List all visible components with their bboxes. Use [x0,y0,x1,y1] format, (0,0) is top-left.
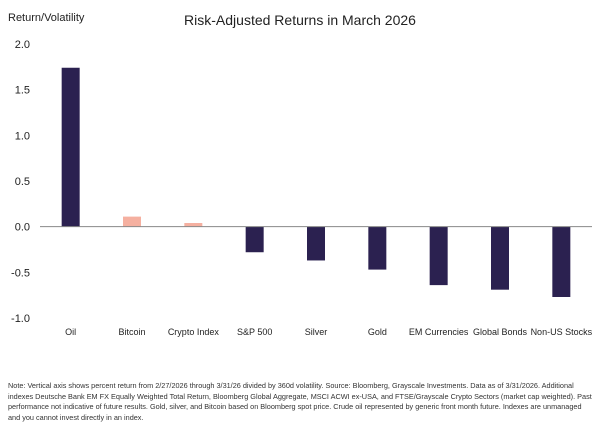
bar [307,226,325,261]
y-tick-label: 1.5 [15,85,30,97]
y-tick-label: 0.5 [15,176,30,188]
category-label: Oil [65,327,76,337]
bars [61,67,571,297]
category-label: Gold [368,327,387,337]
bar [552,226,571,297]
y-axis-label: Return/Volatility [8,12,85,24]
category-label: Bitcoin [118,327,145,337]
category-label: Silver [305,327,328,337]
y-tick-label: 1.0 [15,130,30,142]
bar [245,226,264,253]
chart-title: Risk-Adjusted Returns in March 2026 [184,12,416,28]
footnote: Note: Vertical axis shows percent return… [8,381,592,422]
y-tick-label: -0.5 [11,267,30,279]
y-tick-labels: 2.0 1.5 1.0 0.5 0.0 -0.5 -1.0 [11,39,30,325]
bar [184,223,203,227]
bar [368,226,387,270]
bar [491,226,509,290]
category-label: Non-US Stocks [531,327,593,337]
bar [123,216,141,227]
category-labels: Oil Bitcoin Crypto Index S&P 500 Silver Gold E… [65,327,592,337]
y-tick-label: -1.0 [11,313,30,325]
bar [429,226,448,286]
category-label: EM Currencies [409,327,469,337]
category-label: Crypto Index [168,327,220,337]
y-tick-label: 0.0 [15,222,30,234]
bar [61,67,80,227]
category-label: Global Bonds [473,327,528,337]
y-tick-label: 2.0 [15,39,30,51]
bar-chart: 2.0 1.5 1.0 0.5 0.0 -0.5 -1.0 Oil Bitcoin Crypto… [11,39,593,337]
category-label: S&P 500 [237,327,272,337]
